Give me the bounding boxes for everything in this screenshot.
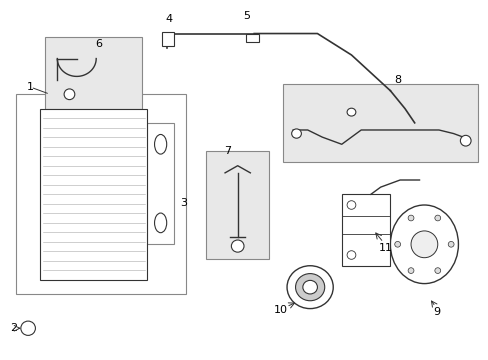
Bar	[40, 109, 147, 280]
Ellipse shape	[64, 89, 75, 100]
Text: 3: 3	[180, 198, 187, 208]
FancyBboxPatch shape	[16, 94, 186, 294]
Text: 8: 8	[393, 75, 400, 85]
Bar	[162, 32, 174, 46]
Bar	[246, 33, 258, 42]
Ellipse shape	[459, 135, 470, 146]
Text: 7: 7	[224, 147, 230, 157]
Text: 5: 5	[243, 11, 250, 21]
Text: 1: 1	[27, 82, 34, 92]
FancyBboxPatch shape	[205, 152, 268, 258]
Ellipse shape	[154, 213, 166, 233]
Ellipse shape	[154, 134, 166, 154]
Ellipse shape	[286, 266, 332, 309]
FancyBboxPatch shape	[45, 37, 142, 109]
Ellipse shape	[407, 215, 413, 221]
Text: 2: 2	[10, 323, 17, 333]
Ellipse shape	[410, 231, 437, 258]
Ellipse shape	[346, 108, 355, 116]
Ellipse shape	[346, 201, 355, 209]
Ellipse shape	[407, 268, 413, 274]
FancyBboxPatch shape	[283, 84, 477, 162]
Text: 6: 6	[95, 39, 102, 49]
Ellipse shape	[291, 129, 301, 138]
Ellipse shape	[231, 240, 244, 252]
Ellipse shape	[346, 251, 355, 259]
Ellipse shape	[447, 242, 453, 247]
Ellipse shape	[434, 215, 440, 221]
Ellipse shape	[21, 321, 35, 336]
Ellipse shape	[394, 242, 400, 247]
Text: 9: 9	[432, 307, 439, 317]
Ellipse shape	[434, 268, 440, 274]
Text: 10: 10	[273, 305, 287, 315]
Text: 4: 4	[165, 14, 172, 24]
Text: 11: 11	[378, 243, 392, 253]
Ellipse shape	[302, 280, 317, 294]
Ellipse shape	[295, 274, 324, 301]
Bar	[341, 194, 389, 266]
Ellipse shape	[389, 205, 458, 284]
FancyBboxPatch shape	[147, 123, 174, 244]
